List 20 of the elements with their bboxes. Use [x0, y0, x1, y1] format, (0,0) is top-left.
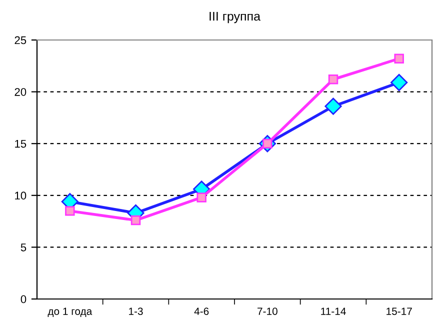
- point: [394, 54, 404, 64]
- point: [328, 74, 338, 84]
- y-tick-label: 10: [15, 192, 26, 200]
- point: [324, 98, 342, 115]
- y-tick-label: 5: [20, 244, 26, 252]
- point: [65, 206, 75, 216]
- point: [390, 74, 408, 92]
- y-tick-label: 0: [20, 295, 26, 304]
- x-tick-label: 11-14: [321, 308, 346, 315]
- x-tick-label: до 1 года: [48, 308, 92, 317]
- point: [130, 215, 141, 226]
- y-tick-label: 15: [15, 140, 26, 148]
- chart-title: III группа: [210, 12, 260, 24]
- x-tick-label: 1-3: [129, 308, 143, 315]
- y-tick-label: 25: [14, 36, 26, 44]
- x-tick-label: 4-6: [194, 308, 209, 315]
- y-tick-label: 20: [14, 88, 26, 96]
- x-tick-label: 15-17: [386, 308, 412, 315]
- point: [196, 192, 206, 202]
- x-tick-label: 7-10: [258, 308, 278, 315]
